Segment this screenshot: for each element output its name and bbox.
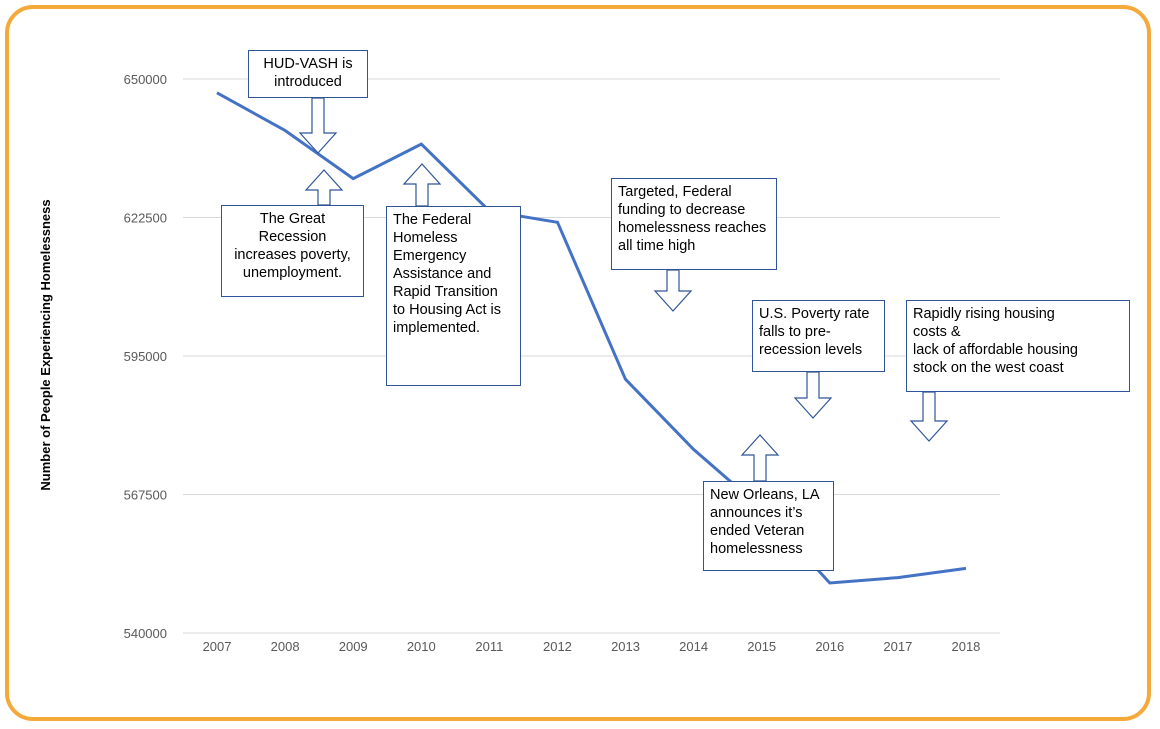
y-axis-label: Number of People Experiencing Homelessne… [38,199,53,490]
block-arrow-down [298,97,338,154]
x-tick-label: 2015 [747,639,776,654]
annotation-line: Assistance and [393,266,492,282]
block-arrow-up [740,434,780,482]
annotation-line: homelessness reaches [618,220,767,236]
annotation-line: Rapidly rising housing [913,306,1055,322]
y-tick-label: 650000 [124,72,167,87]
y-tick-label: 622500 [124,211,167,226]
annotation-line: HUD-VASH is [263,56,353,72]
annotation-line: Homeless [393,230,458,246]
annotation-line: lack of affordable housing [913,342,1078,358]
annotation-line: introduced [274,74,342,90]
annotation-line: implemented. [393,320,481,336]
annotation-line: Targeted, Federal [618,184,732,200]
annotation-line: announces it’s [710,505,803,521]
block-arrow-up [304,169,344,206]
block-arrow-down [909,391,949,442]
annotation-line: The Federal [393,212,472,228]
annotation-line: all time high [618,238,696,254]
annotation-line: The Great [259,211,326,227]
annotation-line: Emergency [393,248,467,264]
block-arrow-down [653,269,693,312]
annotation-line: Recession [258,229,327,245]
x-tick-label: 2007 [203,639,232,654]
x-tick-labels: 2007 2008 2009 2010 2011 2012 2013 2014 2015 2016… [203,639,981,654]
annotation-line: U.S. Poverty rate [759,306,870,322]
annotation-line: ended Veteran [710,523,805,539]
annotation-line: falls to pre- [759,324,831,340]
annotation-line: increases poverty, [234,247,351,263]
annotation-hearth-act: The Federal Homeless Emergency Assistanc… [386,206,521,386]
annotation-line: New Orleans, LA [710,487,820,503]
y-tick-labels: 540000 567500 595000 622500 650000 [124,72,167,641]
annotation-new-orleans: New Orleans, LA announces it’s ended Vet… [703,481,834,571]
x-tick-label: 2011 [475,639,503,654]
block-arrow-down [793,371,833,419]
y-tick-label: 595000 [124,349,167,364]
x-tick-label: 2012 [543,639,572,654]
series-line [216,91,967,585]
annotation-line: recession levels [759,342,863,358]
annotation-line: unemployment. [242,265,343,281]
block-arrow-up [402,163,442,207]
x-tick-label: 2018 [951,639,980,654]
annotation-line: Rapid Transition [393,284,498,300]
annotation-line: costs & [913,324,961,340]
annotation-line: to Housing Act is [393,302,501,318]
annotation-line: stock on the west coast [913,360,1064,376]
x-tick-label: 2017 [883,639,912,654]
annotation-arrows [298,97,949,482]
annotation-funding: Targeted, Federal funding to decrease ho… [611,178,777,270]
x-tick-label: 2013 [611,639,640,654]
x-tick-label: 2010 [407,639,436,654]
annotation-recession: The Great Recession increases poverty, u… [221,205,364,297]
annotation-line: funding to decrease [618,202,746,218]
y-tick-label: 567500 [124,488,167,503]
annotation-line: homelessness [710,541,803,557]
y-tick-label: 540000 [124,626,167,641]
annotation-poverty-rate: U.S. Poverty rate falls to pre- recessio… [752,300,885,372]
annotation-housing-costs: Rapidly rising housing costs & lack of a… [906,300,1130,392]
x-tick-label: 2008 [271,639,300,654]
annotation-hud-vash: HUD-VASH is introduced [248,50,368,98]
x-tick-label: 2014 [679,639,708,654]
x-tick-label: 2016 [815,639,844,654]
x-tick-label: 2009 [339,639,368,654]
